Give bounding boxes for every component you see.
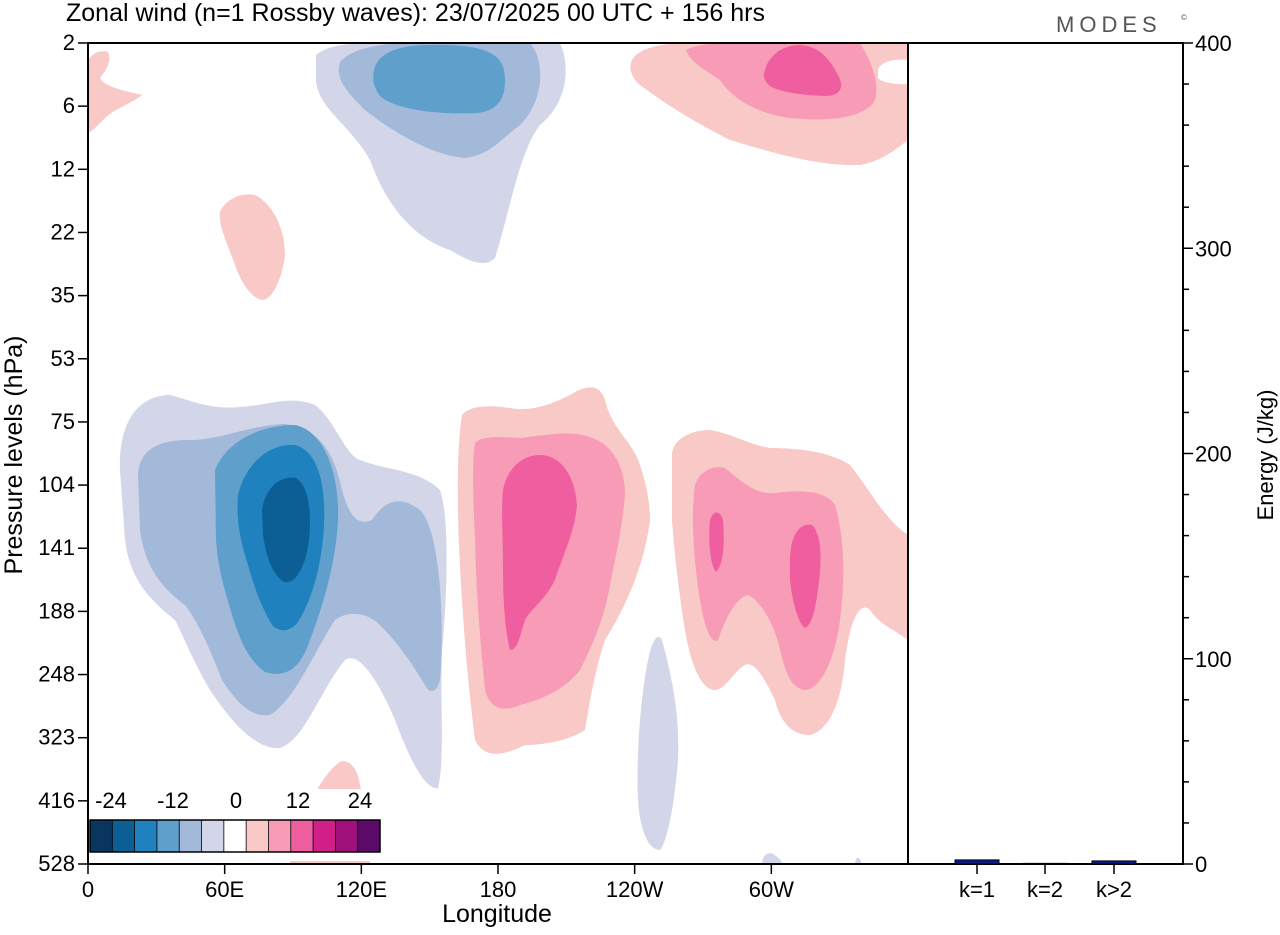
energy-axis: 0 100 200 300 400 <box>1183 31 1232 877</box>
colorbar-swatch <box>134 820 158 852</box>
contour-field <box>88 43 908 864</box>
pressure-tick-label: 75 <box>51 409 75 434</box>
longitude-tick-label: 120E <box>336 877 387 902</box>
longitude-tick-label: 60E <box>205 877 244 902</box>
contour-pos-mid-l3 <box>502 455 577 650</box>
energy-bars: k=1 k=2 k>2 <box>954 859 1137 902</box>
pressure-tick-label: 188 <box>38 598 75 623</box>
pressure-tick-label: 248 <box>38 662 75 687</box>
energy-tick-label: 100 <box>1195 647 1232 672</box>
pressure-tick-label: 323 <box>38 725 75 750</box>
pressure-tick-label: 12 <box>51 156 75 181</box>
brand-name: MODES <box>1056 12 1162 37</box>
colorbar-tick-label: 0 <box>230 788 242 813</box>
colorbar-swatch <box>268 820 292 852</box>
energy-tick-label: 200 <box>1195 442 1232 467</box>
longitude-tick-label: 120W <box>606 877 664 902</box>
longitude-tick-label: 180 <box>480 877 517 902</box>
contour-neg-upper-l3 <box>373 44 505 114</box>
contour-pos-island-a <box>88 51 142 132</box>
longitude-tick-label: 0 <box>82 877 94 902</box>
contour-white-hole <box>878 59 908 85</box>
pressure-tick-label: 6 <box>63 93 75 118</box>
colorbar-swatch <box>246 820 269 852</box>
contour-pos-upper-l3 <box>763 45 842 96</box>
colorbar-swatches <box>90 820 381 852</box>
colorbar-swatch <box>357 820 381 852</box>
brand-logo: MODES © <box>1056 12 1187 37</box>
energy-plot-frame <box>907 42 1184 865</box>
chart-title: Zonal wind (n=1 Rossby waves): 23/07/202… <box>66 0 765 27</box>
contour-neg-dot-b <box>855 857 861 864</box>
pressure-tick-label: 528 <box>38 851 75 876</box>
energy-axis-label: Energy (J/kg) <box>1253 390 1278 521</box>
colorbar-swatch <box>335 820 359 852</box>
contour-neg-dot-a <box>762 853 782 864</box>
colorbar-frame <box>89 819 381 853</box>
longitude-axis: 0 60E 120E 180 120W 60W <box>82 864 794 902</box>
energy-tick-label: 0 <box>1195 852 1207 877</box>
contour-neg-main-l5 <box>262 477 310 583</box>
pressure-tick-label: 35 <box>51 283 75 308</box>
pressure-tick-label: 2 <box>63 30 75 55</box>
colorbar-swatch <box>290 820 314 852</box>
colorbar-tick-label: -12 <box>157 788 189 813</box>
pressure-tick-label: 53 <box>51 346 75 371</box>
colorbar-swatch <box>112 820 136 852</box>
energy-category-label: k=1 <box>959 877 995 902</box>
colorbar-swatch <box>201 820 225 852</box>
energy-category-label: k=2 <box>1027 877 1063 902</box>
energy-tick-label: 300 <box>1195 236 1232 261</box>
colorbar-tick-label: 24 <box>348 788 372 813</box>
colorbar: -24 -12 0 12 24 <box>88 788 382 861</box>
contour-pos-right-l3a <box>709 512 724 572</box>
pressure-tick-label: 22 <box>51 219 75 244</box>
x-axis-label: Longitude <box>442 900 552 928</box>
energy-tick-label: 400 <box>1195 31 1232 56</box>
contour-pos-right-l3b <box>790 524 821 628</box>
brand-mark: © <box>1181 13 1187 22</box>
pressure-tick-label: 141 <box>38 535 75 560</box>
contour-pos-right-l2 <box>692 467 844 690</box>
contour-pos-island-b <box>219 194 285 300</box>
energy-bar <box>954 859 1000 865</box>
pressure-axis: 2 6 12 22 35 53 75 104 141 188 248 323 416 528 <box>38 30 88 876</box>
pressure-tick-label: 416 <box>38 788 75 813</box>
contour-neg-lower-streak <box>637 636 679 850</box>
y-axis-label: Pressure levels (hPa) <box>0 336 28 575</box>
longitude-tick-label: 60W <box>749 877 794 902</box>
colorbar-swatch <box>90 820 113 852</box>
colorbar-tick-label: 12 <box>286 788 310 813</box>
colorbar-tick-label: -24 <box>95 788 127 813</box>
colorbar-swatch <box>223 820 247 852</box>
energy-category-label: k>2 <box>1096 877 1132 902</box>
energy-bar <box>1091 860 1137 865</box>
colorbar-swatch <box>179 820 203 852</box>
colorbar-swatch <box>156 820 180 852</box>
pressure-tick-label: 104 <box>38 472 75 497</box>
colorbar-swatch <box>313 820 336 852</box>
